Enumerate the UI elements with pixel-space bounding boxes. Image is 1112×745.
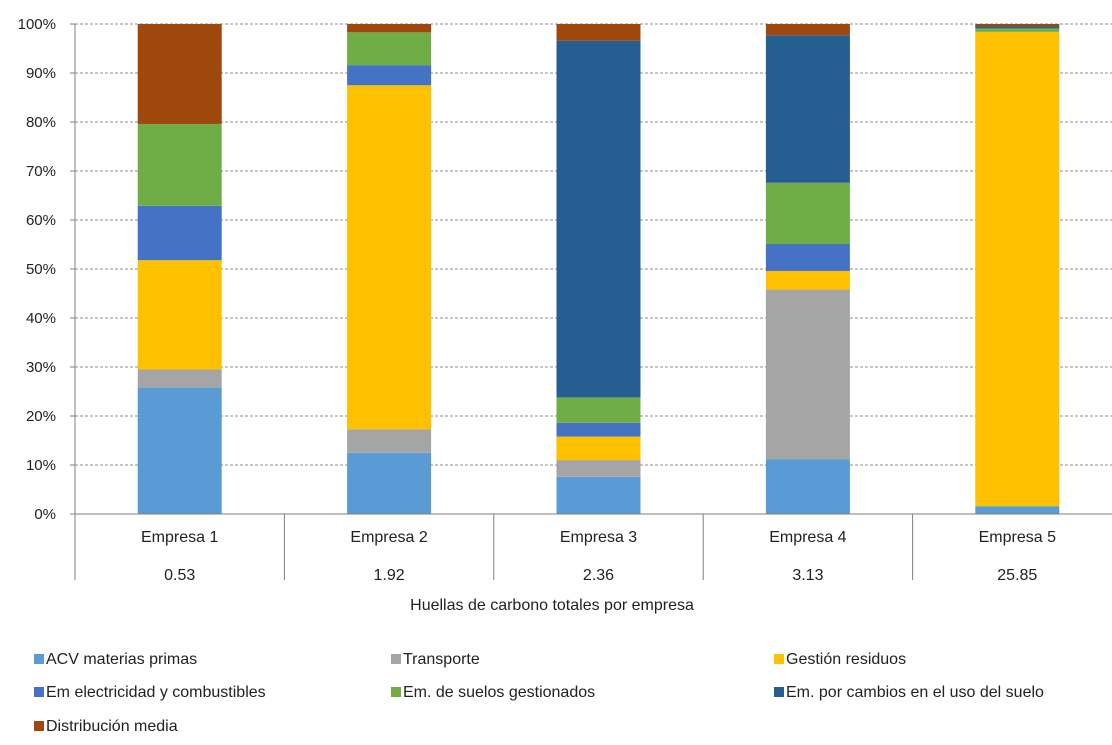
y-tick-label: 70% (26, 163, 56, 180)
legend-swatch (34, 687, 44, 697)
bar-segment (975, 24, 1060, 27)
bar-segment (347, 452, 432, 514)
y-tick-label: 60% (26, 212, 56, 229)
bar-segment (347, 24, 432, 33)
bar-segment (556, 476, 641, 514)
bar-segment (556, 397, 641, 423)
x-tick-labels: Empresa 1 0.53 Empresa 2 1.92 Empresa 3 2.36 E… (74, 514, 1056, 584)
x-axis-title: Huellas de carbono totales por empresa (410, 597, 694, 614)
bar-segment (347, 85, 432, 430)
y-tick-label: 40% (26, 310, 56, 327)
legend-label: Gestión residuos (786, 651, 906, 668)
bar-segment (137, 369, 222, 388)
legend: ACV materias primas Transporte Gestión res… (34, 651, 1044, 735)
legend-swatch (774, 654, 784, 664)
bar-segment (556, 436, 641, 461)
bar-segment (765, 270, 850, 290)
bar-segment (347, 32, 432, 66)
y-tick-labels: 0% 10% 20% 30% 40% 50% 60% 70% 80% 90% 100% (18, 16, 75, 523)
y-tick-label: 30% (26, 359, 56, 376)
x-category-label: Empresa 2 (350, 529, 427, 546)
bar-segment (137, 205, 222, 261)
y-tick-label: 50% (26, 261, 56, 278)
bar-segment (765, 24, 850, 36)
bar-segment (556, 24, 641, 41)
bar-segment (137, 123, 222, 206)
legend-label: Em. de suelos gestionados (403, 684, 595, 701)
legend-label: Transporte (403, 651, 480, 668)
y-tick-label: 0% (34, 506, 56, 523)
bars (137, 24, 1060, 514)
bar-segment (975, 28, 1060, 32)
legend-label: Em. por cambios en el uso del suelo (786, 684, 1044, 701)
y-tick-label: 90% (26, 65, 56, 82)
bar-segment (137, 260, 222, 370)
legend-swatch (34, 721, 44, 731)
bar-segment (556, 40, 641, 398)
x-category-sublabel: 0.53 (164, 567, 195, 584)
y-tick-label: 80% (26, 114, 56, 131)
x-category-sublabel: 3.13 (792, 567, 823, 584)
legend-label: Em electricidad y combustibles (46, 684, 266, 701)
bar-segment (975, 31, 1060, 507)
bar-segment (975, 506, 1060, 514)
x-category-sublabel: 1.92 (374, 567, 405, 584)
y-tick-label: 10% (26, 457, 56, 474)
legend-swatch (774, 687, 784, 697)
x-category-sublabel: 2.36 (583, 567, 614, 584)
bar-segment (347, 65, 432, 86)
bar-segment (765, 35, 850, 183)
x-category-label: Empresa 4 (769, 529, 846, 546)
y-tick-label: 20% (26, 408, 56, 425)
y-tick-label: 100% (18, 16, 56, 33)
legend-swatch (34, 654, 44, 664)
bar-segment (975, 26, 1060, 29)
x-category-label: Empresa 5 (979, 529, 1056, 546)
bar-segment (765, 289, 850, 460)
legend-swatch (391, 654, 401, 664)
bar-segment (765, 244, 850, 271)
bar-segment (347, 429, 432, 453)
legend-label: ACV materias primas (46, 651, 197, 668)
x-category-label: Empresa 1 (141, 529, 218, 546)
gridlines (75, 23, 1112, 466)
bar-segment (765, 182, 850, 245)
x-category-sublabel: 25.85 (997, 567, 1037, 584)
bar-segment (765, 459, 850, 514)
bar-segment (556, 422, 641, 437)
bar-segment (137, 24, 222, 124)
x-category-label: Empresa 3 (560, 529, 637, 546)
bar-segment (137, 387, 222, 514)
legend-label: Distribución media (46, 718, 178, 735)
legend-swatch (391, 687, 401, 697)
bar-segment (556, 460, 641, 477)
